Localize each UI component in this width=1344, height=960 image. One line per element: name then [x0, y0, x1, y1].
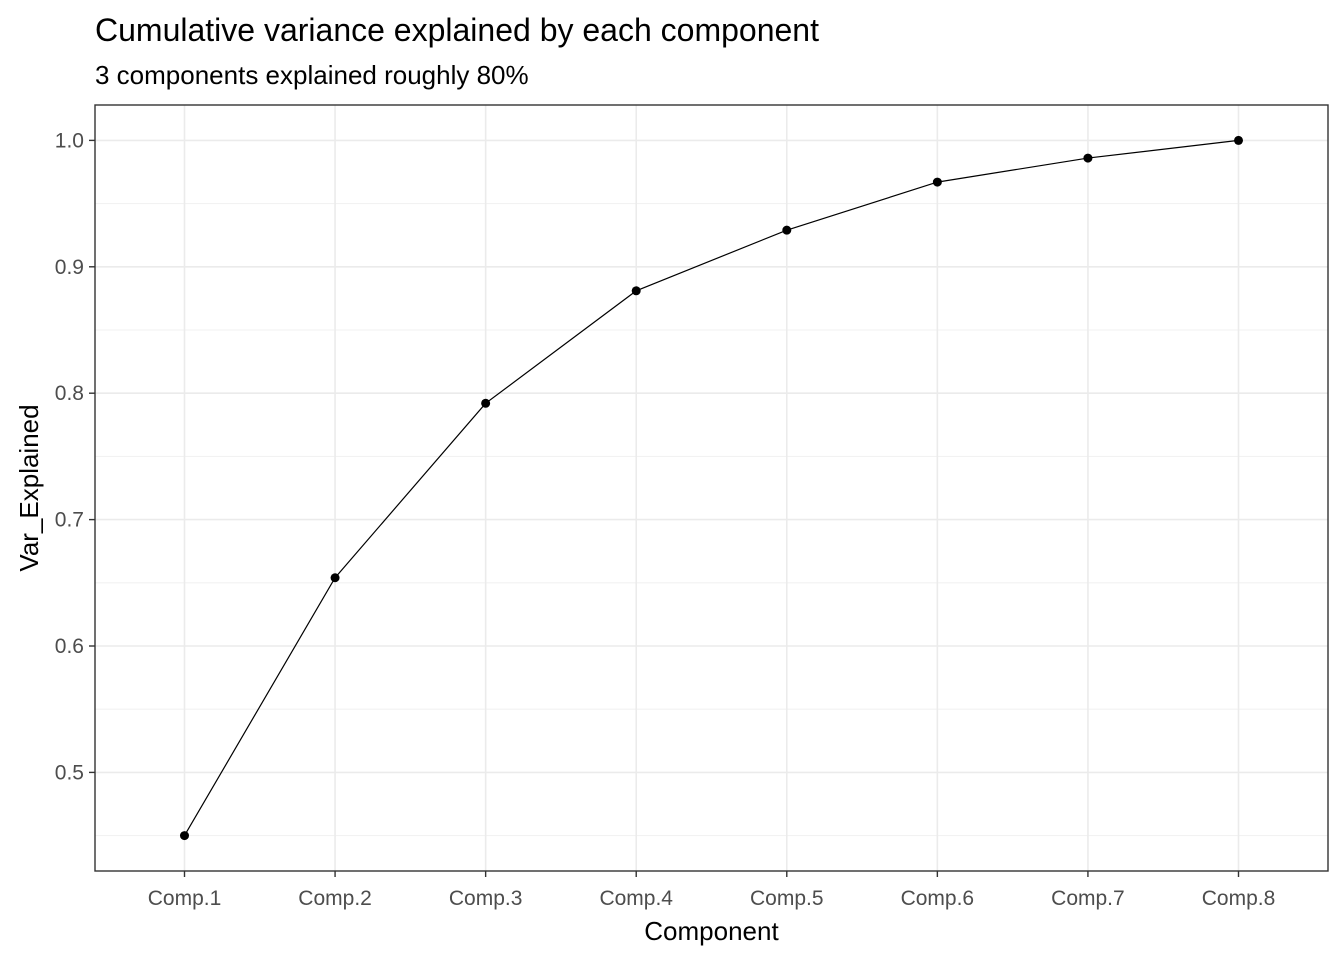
data-point: [481, 398, 491, 408]
y-tick-label: 1.0: [55, 129, 84, 152]
x-tick-label: Comp.3: [449, 887, 523, 910]
chart-subtitle: 3 components explained roughly 80%: [95, 60, 529, 90]
y-tick-label: 0.9: [55, 256, 84, 279]
data-point: [330, 573, 340, 583]
y-axis-title: Var_Explained: [14, 404, 44, 571]
x-tick-label: Comp.5: [750, 887, 824, 910]
x-tick-label: Comp.1: [148, 887, 222, 910]
data-point: [932, 177, 942, 187]
x-tick-label: Comp.2: [298, 887, 372, 910]
x-tick-label: Comp.7: [1051, 887, 1125, 910]
x-axis: Comp.1 Comp.2 Comp.3 Comp.4 Comp.5 Comp.6 Comp…: [148, 871, 1276, 910]
y-tick-label: 0.7: [55, 509, 84, 532]
data-point: [180, 831, 189, 841]
major-gridlines: [95, 105, 1328, 871]
series-line: [183, 139, 1239, 836]
data-point: [1083, 153, 1093, 163]
data-point: [782, 225, 792, 235]
x-tick-label: Comp.4: [599, 887, 673, 910]
data-point: [631, 286, 641, 296]
y-axis: 0.5 0.6 0.7 0.8 0.9 1.0: [55, 129, 95, 784]
panel-border: [94, 104, 1329, 872]
minor-gridlines: [95, 203, 1328, 837]
x-tick-label: Comp.6: [901, 887, 975, 910]
series-layer: [180, 135, 1243, 841]
data-point: [1234, 135, 1243, 145]
x-axis-title: Component: [644, 916, 779, 946]
x-tick-label: Comp.8: [1202, 887, 1276, 910]
y-tick-label: 0.5: [55, 761, 84, 784]
y-tick-label: 0.6: [55, 635, 84, 658]
chart-title: Cumulative variance explained by each co…: [95, 12, 819, 48]
y-tick-label: 0.8: [55, 382, 84, 405]
